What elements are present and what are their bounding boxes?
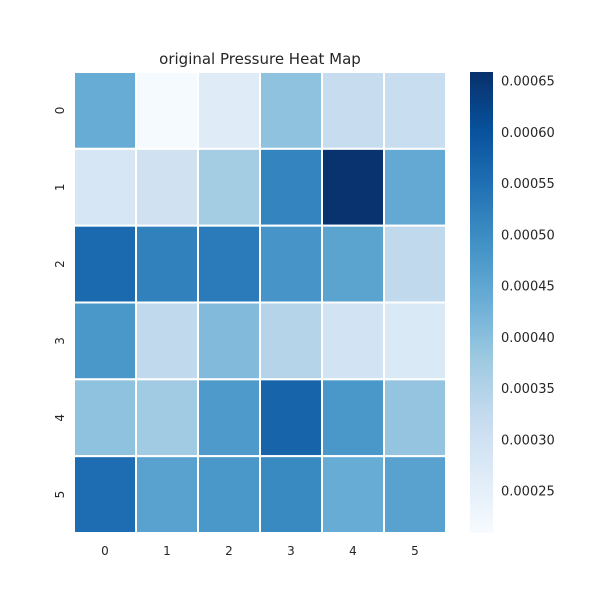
x-tick-label: 1 (163, 544, 171, 558)
y-tick-label: 1 (53, 183, 67, 191)
heatmap-cell-r5-c4 (321, 455, 385, 534)
heatmap-cell-r1-c5 (383, 147, 447, 227)
heatmap-cell-r0-c5 (383, 71, 447, 150)
heatmap-cell-r0-c0 (73, 71, 137, 150)
heatmap-cell-r5-c3 (259, 455, 323, 534)
heatmap-cell-r0-c4 (321, 71, 385, 150)
x-axis-ticks: 0 1 2 3 4 5 (101, 544, 419, 558)
heatmap-cell-r1-c4 (321, 147, 385, 227)
y-axis-ticks: 0 1 2 3 4 5 (53, 107, 67, 499)
heatmap-cell-r3-c2 (197, 301, 261, 381)
colorbar-tick-label: 0.00045 (501, 280, 555, 295)
y-tick-label: 4 (53, 414, 67, 422)
heatmap-cell-r5-c5 (383, 455, 447, 534)
colorbar-tick-label: 0.00055 (501, 177, 555, 192)
heatmap-cell-r2-c5 (383, 224, 447, 304)
y-tick-label: 2 (53, 260, 67, 268)
y-tick-label: 0 (53, 107, 67, 115)
colorbar-tick-label: 0.00030 (501, 433, 555, 448)
heatmap-cell-r4-c5 (383, 378, 447, 458)
x-tick-label: 5 (411, 544, 419, 558)
heatmap-cell-r1-c0 (73, 147, 137, 227)
heatmap-cell-r0-c1 (135, 71, 199, 150)
colorbar-tick-label: 0.00025 (501, 485, 555, 500)
colorbar-tick-label: 0.00065 (501, 75, 555, 90)
heatmap-cell-r2-c0 (73, 224, 137, 304)
heatmap-cell-r3-c1 (135, 301, 199, 381)
heatmap-cell-r4-c2 (197, 378, 261, 458)
heatmap-cell-r3-c0 (73, 301, 137, 381)
x-tick-label: 0 (101, 544, 109, 558)
heatmap-cell-r2-c3 (259, 224, 323, 304)
heatmap-cell-r4-c1 (135, 378, 199, 458)
heatmap-cell-r1-c1 (135, 147, 199, 227)
colorbar-tick-label: 0.00060 (501, 126, 555, 141)
colorbar-tick-label: 0.00035 (501, 382, 555, 397)
x-tick-label: 4 (349, 544, 357, 558)
y-tick-label: 3 (53, 337, 67, 345)
heatmap-cell-r1-c2 (197, 147, 261, 227)
y-tick-label: 5 (53, 491, 67, 499)
heatmap-cell-r4-c4 (321, 378, 385, 458)
chart-title: original Pressure Heat Map (159, 50, 361, 68)
heatmap-cell-r0-c3 (259, 71, 323, 150)
heatmap-cell-r4-c0 (73, 378, 137, 458)
heatmap-cell-r5-c1 (135, 455, 199, 534)
heatmap-cell-r2-c4 (321, 224, 385, 304)
heatmap-cells (73, 71, 447, 534)
heatmap-cell-r2-c1 (135, 224, 199, 304)
heatmap-cell-r3-c5 (383, 301, 447, 381)
x-tick-label: 2 (225, 544, 233, 558)
heatmap-cell-r5-c0 (73, 455, 137, 534)
heatmap-cell-r1-c3 (259, 147, 323, 227)
colorbar (470, 72, 493, 533)
colorbar-tick-label: 0.00040 (501, 331, 555, 346)
heatmap-cell-r5-c2 (197, 455, 261, 534)
colorbar-ticks: 0.00025 0.00030 0.00035 0.00040 0.00045 0.000… (501, 75, 555, 500)
heatmap-cell-r4-c3 (259, 378, 323, 458)
heatmap-cell-r0-c2 (197, 71, 261, 150)
heatmap-cell-r2-c2 (197, 224, 261, 304)
x-tick-label: 3 (287, 544, 295, 558)
heatmap-cell-r3-c3 (259, 301, 323, 381)
colorbar-tick-label: 0.00050 (501, 228, 555, 243)
heatmap-cell-r3-c4 (321, 301, 385, 381)
